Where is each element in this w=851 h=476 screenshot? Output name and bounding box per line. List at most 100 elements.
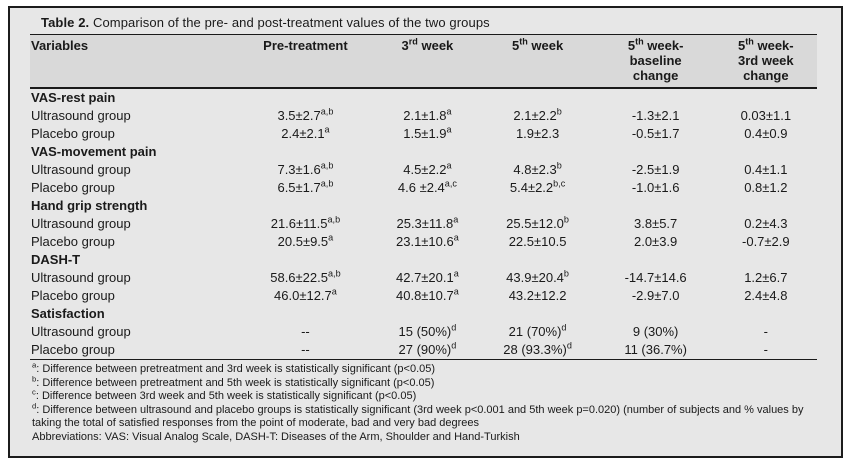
table-title-text: Comparison of the pre- and post-treatmen… [89,15,490,30]
table2-box: Table 2. Comparison of the pre- and post… [8,6,843,458]
section-row: Satisfaction [30,305,817,323]
comparison-table: Variables Pre-treatment 3rd week 5th week 5t… [30,34,817,360]
value-cell: 5.4±2.2b,c [509,178,566,195]
column-header-2: Pre-treatment [234,34,377,89]
table-header: Variables Pre-treatment 3rd week 5th week 5t… [30,34,817,89]
value-cell: 40.8±10.7a [396,286,459,303]
data-row: Ultrasound group 58.6±22.5a,b 42.7±20.1a 43… [30,269,817,287]
value-cell: 9 (30%) [632,324,679,339]
value-cell: 46.0±12.7a [274,286,337,303]
data-row: Placebo group 46.0±12.7a 40.8±10.7a 43.2±12… [30,287,817,305]
value-cell: 0.4±1.1 [744,162,788,177]
value-cell: 6.5±1.7a,b [277,178,334,195]
value-cell: 1.2±6.7 [744,270,788,285]
section-label: Satisfaction [31,306,105,321]
column-header-1: Variables [30,34,235,89]
row-label: Ultrasound group [31,270,131,285]
section-row: VAS-movement pain [30,143,817,161]
section-label: Hand grip strength [31,198,148,213]
table-title: Table 2. Comparison of the pre- and post… [30,12,817,34]
value-cell: 3.8±5.7 [633,216,678,231]
value-cell: 4.5±2.2a [403,160,452,177]
data-row: Placebo group 2.4±2.1a 1.5±1.9a 1.9±2.3 -0.5… [30,125,817,143]
row-label: Placebo group [31,288,115,303]
data-row: Placebo group 6.5±1.7a,b 4.6 ±2.4a,c 5.4±2.… [30,179,817,197]
value-cell: -- [301,324,310,339]
value-cell: 3.5±2.7a,b [277,106,334,123]
value-cell: 2.0±3.9 [633,234,678,249]
footnote-line: a: Difference between pretreatment and 3… [32,360,436,375]
value-cell: 1.5±1.9a [403,124,452,141]
value-cell: 15 (50%)d [398,322,457,339]
section-row: DASH-T [30,251,817,269]
data-row: Placebo group -- 27 (90%)d 28 (93.3%)d 11 (3… [30,341,817,360]
value-cell: 2.1±1.8a [403,106,452,123]
footnote-line: b: Difference between pretreatment and 5… [32,373,435,389]
data-row: Placebo group 20.5±9.5a 23.1±10.6a 22.5±10.… [30,233,817,251]
footnotes: a: Difference between pretreatment and 3… [30,360,817,444]
value-cell: -1.0±1.6 [631,180,680,195]
value-cell: 2.1±2.2b [513,106,562,123]
value-cell: - [763,342,768,357]
column-header-6: 5th week- 3rd week change [714,34,817,89]
value-cell: -2.9±7.0 [631,288,680,303]
value-cell: 11 (36.7%) [624,342,687,357]
table-title-number: Table 2. [41,15,90,30]
value-cell: 43.2±12.2 [508,288,567,303]
value-cell: 21 (70%)d [508,322,567,339]
value-cell: 0.8±1.2 [744,180,788,195]
value-cell: -14.7±14.6 [624,270,687,285]
row-label: Placebo group [31,126,115,141]
data-row: Ultrasound group 21.6±11.5a,b 25.3±11.8a 25… [30,215,817,233]
value-cell: -1.3±2.1 [631,108,680,123]
value-cell: 27 (90%)d [398,340,457,357]
row-label: Placebo group [31,180,115,195]
value-cell: 4.6 ±2.4a,c [397,178,457,195]
column-header-3: 3rd week [376,34,479,89]
value-cell: 7.3±1.6a,b [277,160,334,177]
section-row: VAS-rest pain [30,88,817,107]
section-label: VAS-rest pain [31,90,116,105]
value-cell: 22.5±10.5 [508,234,567,249]
value-cell: 1.9±2.3 [515,126,560,141]
value-cell: 0.2±4.3 [744,216,788,231]
value-cell: 23.1±10.6a [396,232,459,249]
row-label: Ultrasound group [31,162,131,177]
row-label: Ultrasound group [31,324,131,339]
value-cell: 28 (93.3%)d [503,340,572,357]
section-label: DASH-T [31,252,81,267]
column-header-5: 5th week-baseline change [596,34,715,89]
table-body: VAS-rest pain Ultrasound group 3.5±2.7a,b 2… [30,88,817,360]
value-cell: 42.7±20.1a [396,268,459,285]
value-cell: 21.6±11.5a,b [270,214,341,231]
column-header-4: 5th week [478,34,597,89]
section-row: Hand grip strength [30,197,817,215]
row-label: Ultrasound group [31,216,131,231]
value-cell: 2.4±4.8 [744,288,788,303]
section-label: VAS-movement pain [31,144,157,159]
data-row: Ultrasound group 3.5±2.7a,b 2.1±1.8a 2.1±2.… [30,107,817,125]
value-cell: - [763,324,768,339]
data-row: Ultrasound group 7.3±1.6a,b 4.5±2.2a 4.8±2.… [30,161,817,179]
value-cell: -0.7±2.9 [742,234,790,249]
row-label: Placebo group [31,234,115,249]
value-cell: 25.3±11.8a [396,214,459,231]
footnote-line: Abbreviations: VAS: Visual Analog Scale,… [32,430,520,443]
footnote-line: c: Difference between 3rd week and 5th w… [32,387,417,402]
value-cell: 0.03±1.1 [740,108,792,123]
data-row: Ultrasound group -- 15 (50%)d 21 (70%)d 9 (3… [30,323,817,341]
value-cell: 25.5±12.0b [506,214,569,231]
row-label: Ultrasound group [31,108,131,123]
footnote-line: d: Difference between ultrasound and pla… [32,400,804,429]
header-row: Variables Pre-treatment 3rd week 5th week 5t… [30,34,817,89]
value-cell: -- [301,342,310,357]
value-cell: -2.5±1.9 [631,162,680,177]
value-cell: 58.6±22.5a,b [270,268,341,285]
value-cell: 20.5±9.5a [277,232,334,249]
value-cell: 0.4±0.9 [744,126,788,141]
row-label: Placebo group [31,342,115,357]
value-cell: 43.9±20.4b [506,268,569,285]
value-cell: -0.5±1.7 [631,126,680,141]
value-cell: 2.4±2.1a [281,124,330,141]
